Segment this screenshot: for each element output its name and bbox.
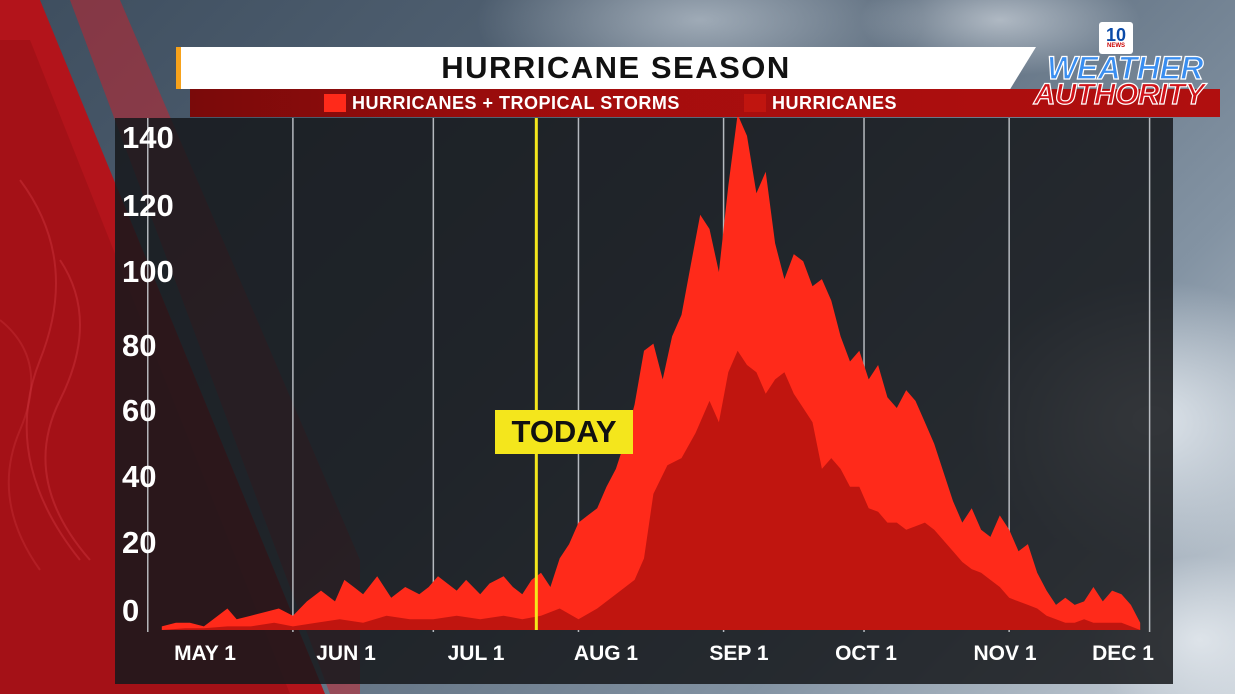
channel-badge: 10 NEWS bbox=[1099, 22, 1133, 54]
x-tick-label-jun: JUN 1 bbox=[316, 642, 376, 665]
logo-line-authority: AUTHORITY bbox=[1033, 78, 1205, 111]
y-tick-label: 20 bbox=[122, 525, 157, 560]
y-tick-label: 0 bbox=[122, 593, 140, 628]
legend-label-hurricanes: HURRICANES bbox=[772, 92, 898, 113]
chart-title: HURRICANE SEASON bbox=[441, 50, 791, 85]
x-tick-label-nov: NOV 1 bbox=[973, 642, 1037, 665]
y-tick-label: 140 bbox=[122, 120, 174, 155]
legend-label-all-storms: HURRICANES + TROPICAL STORMS bbox=[352, 92, 680, 113]
y-tick-label: 100 bbox=[122, 254, 174, 289]
x-tick-label-jul: JUL 1 bbox=[447, 642, 505, 665]
x-tick-label-dec: DEC 1 bbox=[1092, 642, 1154, 665]
area-series-hurricanes bbox=[161, 350, 1141, 630]
x-tick-label-aug: AUG 1 bbox=[573, 642, 639, 665]
area-series-hurricanes-tropical-storms bbox=[161, 114, 1141, 630]
title-bar bbox=[176, 47, 1036, 89]
legend-item-hurricanes: HURRICANES bbox=[744, 89, 897, 117]
y-tick-label: 60 bbox=[122, 393, 157, 428]
x-tick-label-may: MAY 1 bbox=[174, 642, 236, 665]
title-accent bbox=[176, 47, 181, 89]
x-tick-label-oct: OCT 1 bbox=[835, 642, 897, 665]
legend-item-all-storms: HURRICANES + TROPICAL STORMS bbox=[324, 89, 680, 117]
x-tick-label-sep: SEP 1 bbox=[709, 642, 769, 665]
y-tick-label: 120 bbox=[122, 188, 174, 223]
y-tick-label: 40 bbox=[122, 459, 157, 494]
legend-swatch-all-storms bbox=[324, 94, 346, 112]
weather-authority-logo: 10 NEWS WEATHER AUTHORITY bbox=[1005, 22, 1230, 112]
legend-swatch-hurricanes bbox=[744, 94, 766, 112]
logo-line-weather: WEATHER bbox=[1046, 50, 1204, 86]
channel-number: 10 bbox=[1105, 24, 1127, 45]
channel-network: NEWS bbox=[1107, 42, 1125, 49]
legend: HURRICANES + TROPICAL STORMS HURRICANES bbox=[190, 89, 1220, 117]
today-label: TODAY bbox=[495, 410, 633, 454]
y-tick-label: 80 bbox=[122, 328, 157, 363]
